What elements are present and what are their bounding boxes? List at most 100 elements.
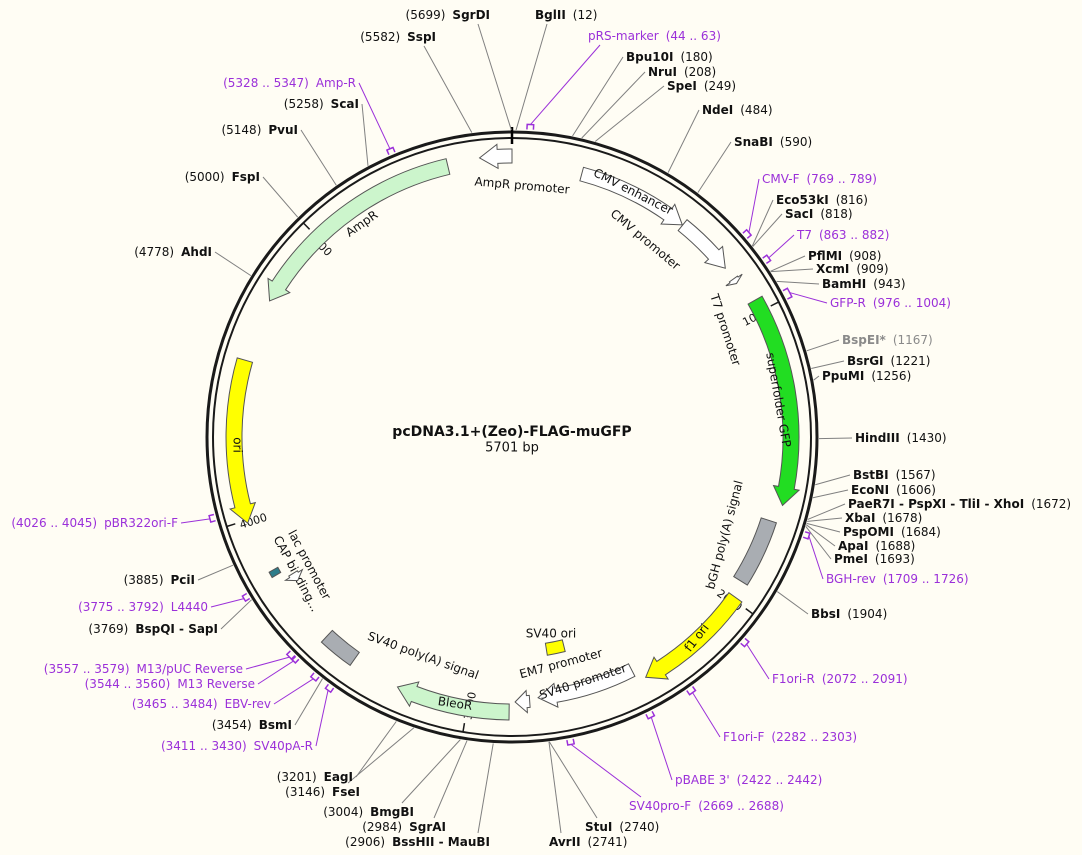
label-position: (1678) <box>882 511 922 525</box>
label-position: (1567) <box>896 468 936 482</box>
site-leader <box>806 339 840 352</box>
site-leader <box>355 721 397 778</box>
feature <box>283 568 304 582</box>
label-name: ApaI <box>838 539 868 553</box>
site-label: XcmI (909) <box>816 262 889 276</box>
label-name: BamHI <box>822 277 866 291</box>
label-position: (1221) <box>891 354 931 368</box>
site-label: pBABE 3' (2422 .. 2442) <box>675 773 822 787</box>
label-position: (4026 .. 4045) <box>11 516 97 530</box>
label-name: EcoNI <box>851 483 889 497</box>
site-label: Bpu10I (180) <box>626 50 713 64</box>
site-leader <box>807 517 843 522</box>
site-label: pRS-marker (44 .. 63) <box>588 29 721 43</box>
site-leader <box>667 109 700 173</box>
site-label: (5148) PvuI <box>221 123 298 137</box>
site-leader <box>807 503 846 520</box>
site-label: SnaBI (590) <box>734 135 812 149</box>
label-position: (3146) <box>285 785 325 799</box>
label-name: PflMI <box>808 249 842 263</box>
label-name: BbsI <box>811 607 840 621</box>
label-name: BsmI <box>259 718 292 732</box>
site-label: F1ori-F (2282 .. 2303) <box>723 730 857 744</box>
label-position: (3201) <box>277 770 317 784</box>
feature <box>267 158 451 302</box>
site-leader <box>776 591 809 615</box>
primer-leader <box>257 660 294 685</box>
label-position: (3004) <box>323 805 363 819</box>
site-label: SV40pro-F (2669 .. 2688) <box>629 799 784 813</box>
primer-mark <box>686 686 697 696</box>
site-label: AvrII (2741) <box>549 835 627 849</box>
site-label: NdeI (484) <box>702 103 773 117</box>
site-label: (3769) BspQI - SapI <box>88 622 218 636</box>
tick-mark <box>226 523 236 528</box>
feature <box>537 663 636 708</box>
label-position: (1684) <box>901 525 941 539</box>
site-label: F1ori-R (2072 .. 2091) <box>772 672 908 686</box>
label-name: GFP-R <box>830 296 866 310</box>
label-position: (3411 .. 3430) <box>161 739 247 753</box>
site-label: (3004) BmgBI <box>323 805 414 819</box>
site-label: BGH-rev (1709 .. 1726) <box>826 572 969 586</box>
label-position: (2072 .. 2091) <box>822 672 908 686</box>
site-leader <box>594 85 665 142</box>
label-name: SgrAI <box>409 820 446 834</box>
label-position: (3544 .. 3560) <box>85 677 171 691</box>
label-name: AhdI <box>181 245 212 259</box>
label-position: (976 .. 1004) <box>873 296 951 310</box>
site-label: GFP-R (976 .. 1004) <box>830 296 951 310</box>
feature-label: ori <box>231 437 245 453</box>
label-name: BmgBI <box>370 805 414 819</box>
site-label: (2984) SgrAI <box>362 820 446 834</box>
site-leader <box>214 251 252 277</box>
site-label: Eco53kI (816) <box>776 193 868 207</box>
label-name: PvuI <box>268 123 298 137</box>
label-name: SacI <box>785 207 813 221</box>
label-name: PspOMI <box>843 525 894 539</box>
label-name: SnaBI <box>734 135 773 149</box>
label-name: T7 <box>796 228 812 242</box>
tick-mark <box>745 608 754 615</box>
label-position: (249) <box>704 79 736 93</box>
site-label: T7 (863 .. 882) <box>796 228 889 242</box>
site-leader <box>581 71 646 139</box>
label-name: HindIII <box>855 431 900 445</box>
label-name: PaeR7I - PspXI - TliI - XhoI <box>848 497 1024 511</box>
label-name: L4440 <box>171 600 208 614</box>
site-label: (3557 .. 3579) M13/pUC Reverse <box>44 662 243 676</box>
label-position: (180) <box>680 50 712 64</box>
label-position: (1688) <box>875 539 915 553</box>
label-name: BglII <box>535 8 566 22</box>
primer-mark <box>645 710 656 720</box>
label-name: BssHII - MauBI <box>392 835 490 849</box>
label-position: (1430) <box>907 431 947 445</box>
label-position: (3885) <box>124 573 164 587</box>
label-position: (769 .. 789) <box>806 172 876 186</box>
label-position: (818) <box>820 207 852 221</box>
site-label: SpeI (249) <box>667 79 736 93</box>
label-position: (3454) <box>212 718 252 732</box>
site-leader <box>770 255 806 272</box>
label-name: PciI <box>171 573 196 587</box>
label-position: (5148) <box>221 123 261 137</box>
site-label: (5582) SspI <box>360 30 436 44</box>
label-position: (1256) <box>871 369 911 383</box>
site-leader <box>805 525 832 560</box>
primer-leader <box>315 690 329 747</box>
site-leader <box>548 741 562 834</box>
label-name: Eco53kI <box>776 193 829 207</box>
site-label: PpuMI (1256) <box>822 369 911 383</box>
label-position: (484) <box>740 103 772 117</box>
label-name: SgrDI <box>452 8 490 22</box>
label-name: EBV-rev <box>225 697 271 711</box>
site-label: (2906) BssHII - MauBI <box>345 835 490 849</box>
label-position: (1709 .. 1726) <box>883 572 969 586</box>
feature-label: SV40 ori <box>526 627 577 641</box>
primer-leader <box>210 598 245 608</box>
label-name: BspQI - SapI <box>135 622 218 636</box>
site-label: StuI (2740) <box>585 820 659 834</box>
site-label: (5000) FspI <box>185 170 260 184</box>
label-position: (44 .. 63) <box>666 29 721 43</box>
